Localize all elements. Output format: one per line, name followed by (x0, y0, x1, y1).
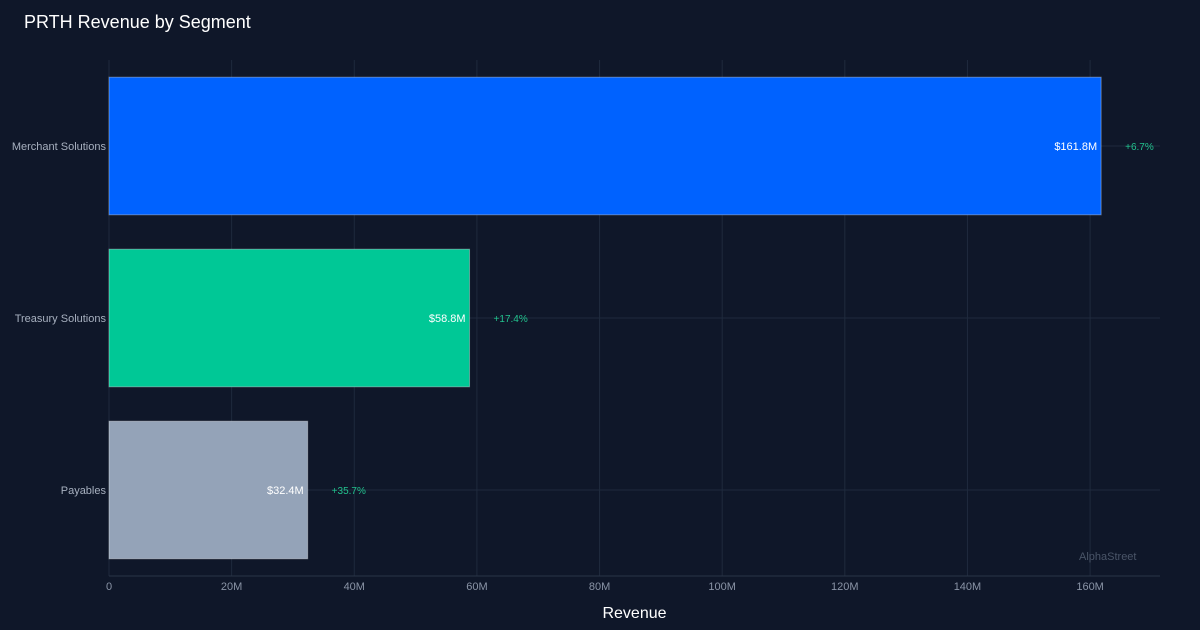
x-tick-label: 40M (344, 581, 365, 593)
bar (108, 248, 471, 388)
bar-value-label: $161.8M (1054, 141, 1097, 153)
y-tick-label: Payables (61, 485, 107, 497)
x-tick-label: 100M (708, 581, 736, 593)
x-tick-label: 20M (221, 581, 242, 593)
growth-label: +35.7% (332, 486, 366, 497)
y-tick-label: Treasury Solutions (15, 313, 107, 325)
watermark: AlphaStreet (1079, 551, 1137, 563)
bar (108, 420, 309, 560)
x-tick-label: 120M (831, 581, 859, 593)
growth-label: +6.7% (1125, 142, 1154, 153)
chart-title: PRTH Revenue by Segment (24, 12, 251, 32)
x-tick-label: 80M (589, 581, 610, 593)
bar (108, 76, 1102, 216)
x-tick-label: 0 (106, 581, 112, 593)
y-tick-label: Merchant Solutions (12, 141, 107, 153)
bar-value-label: $32.4M (267, 485, 304, 497)
x-tick-label: 160M (1076, 581, 1104, 593)
x-tick-label: 60M (466, 581, 487, 593)
x-axis-title: Revenue (602, 605, 666, 622)
x-tick-label: 140M (954, 581, 982, 593)
bar-value-label: $58.8M (429, 313, 466, 325)
growth-label: +17.4% (494, 314, 528, 325)
